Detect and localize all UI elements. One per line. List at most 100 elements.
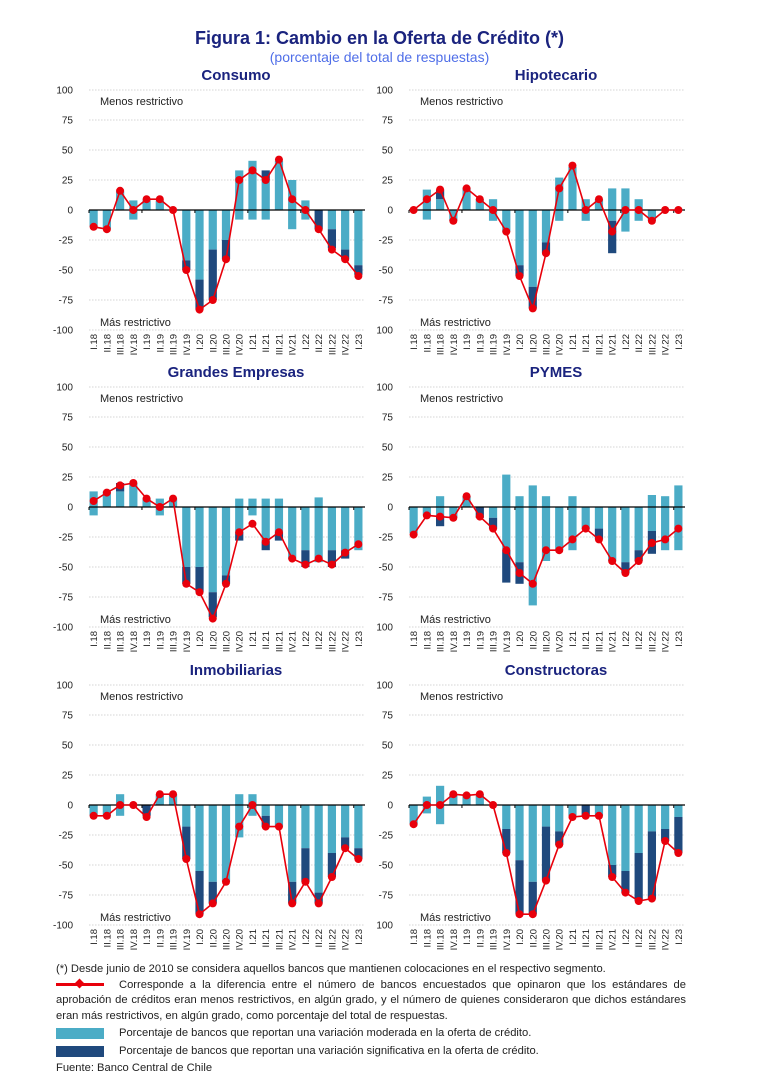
annotation-less-restrictive: Menos restrictivo [100,691,183,703]
y-tick-label: 25 [382,771,394,782]
bar-significant-negative [528,286,537,309]
bar-moderate-negative [354,210,363,266]
bar-moderate-negative [634,210,643,221]
net-point [102,488,111,497]
bar-significant-negative [221,240,231,260]
net-point [422,195,431,204]
bar-significant-negative [327,229,337,249]
x-tick-label: I.18 [409,929,420,945]
x-tick-label: I.23 [674,631,685,647]
net-point [222,579,230,588]
bar-moderate-negative [661,805,670,829]
y-tick-label: -100 [53,623,73,634]
y-tick-label: 75 [382,711,394,722]
x-tick-label: IV.21 [288,631,299,652]
net-point [182,855,191,863]
bar-significant-negative [488,517,498,529]
bar-moderate-negative [195,507,204,567]
bar-significant-negative [195,279,204,310]
net-point [608,227,617,236]
bar-moderate-negative [515,507,524,563]
net-point [169,494,178,503]
bar-moderate-positive [449,794,458,805]
bar-moderate-negative [661,507,670,551]
y-tick-label: 25 [62,771,74,782]
net-point [634,897,643,905]
x-tick-label: III.20 [542,929,553,950]
bar-moderate-positive [541,496,551,507]
net-point [248,801,257,809]
bar-moderate-negative [221,210,231,240]
annotation-less-restrictive: Menos restrictivo [420,393,503,405]
bar-moderate-negative [341,210,350,250]
bar-significant-negative [528,881,537,915]
net-point [594,811,603,820]
bar-significant-negative [541,826,551,881]
bar-moderate-positive [288,180,297,210]
x-tick-label: IV.22 [661,334,672,355]
bar-moderate-negative [528,805,537,882]
bar-significant-negative [208,881,217,904]
x-tick-label: II.19 [155,929,166,948]
bar-moderate-negative [195,210,204,280]
bar-moderate-positive [274,498,284,507]
x-tick-label: II.22 [314,631,325,650]
bar-moderate-positive [102,491,111,507]
net-point [341,844,350,853]
bar-significant-negative [182,826,191,859]
chart-grandes-empresas: Grandes Empresas 100 75 50 25 0 -25 -50 -75 -100 M… [50,362,380,652]
net-point [621,888,630,897]
y-tick-label: -75 [379,593,394,604]
bar-moderate-negative [502,210,511,232]
y-tick-label: 0 [67,503,73,514]
bar-moderate-negative [568,805,577,816]
bar-moderate-positive [674,485,683,507]
bar-moderate-negative [634,805,643,853]
bar-moderate-positive [261,180,270,210]
bar-moderate-negative [248,805,257,816]
x-tick-label: II.22 [634,334,645,353]
x-tick-label: II.22 [314,334,325,353]
net-point [475,512,484,521]
net-point [142,195,151,204]
net-point [449,513,458,522]
bar-significant-negative [327,853,337,877]
net-point [248,166,257,175]
x-tick-label: I.20 [195,334,206,350]
x-tick-label: III.20 [222,929,233,950]
y-tick-label: 75 [62,711,74,722]
bar-moderate-negative [208,210,217,250]
bar-moderate-negative [89,210,98,227]
net-point [594,535,603,544]
bar-moderate-positive [142,498,151,507]
bar-moderate-positive [261,498,270,507]
net-point [436,801,445,809]
y-tick-label: -25 [379,533,394,544]
annotation-more-restrictive: Más restrictivo [100,317,171,329]
bar-significant-negative [195,871,204,915]
net-point [341,548,350,557]
net-point [129,206,138,214]
y-tick-label: 75 [382,413,394,424]
net-point [327,560,336,569]
x-tick-label: II.21 [261,929,272,948]
y-tick-label: 100 [376,383,393,394]
x-tick-label: III.18 [116,631,127,652]
x-tick-label: II.22 [634,631,645,650]
y-tick-label: 0 [387,503,393,514]
legend-significant: Porcentaje de bancos que reportan una va… [56,1044,686,1060]
net-point [102,811,111,820]
x-tick-label: IV.20 [235,631,246,652]
x-tick-label: IV.21 [288,334,299,355]
bar-moderate-negative [502,507,511,551]
bar-moderate-negative [274,507,284,533]
bar-moderate-negative [221,805,231,882]
net-point [89,222,98,231]
bar-moderate-negative [129,210,138,220]
x-tick-label: III.21 [274,929,285,950]
net-point [674,849,683,857]
x-tick-label: III.21 [594,631,605,652]
bar-moderate-negative [409,507,418,534]
bar-significant-negative [435,515,445,527]
y-tick-label: 50 [62,146,74,157]
